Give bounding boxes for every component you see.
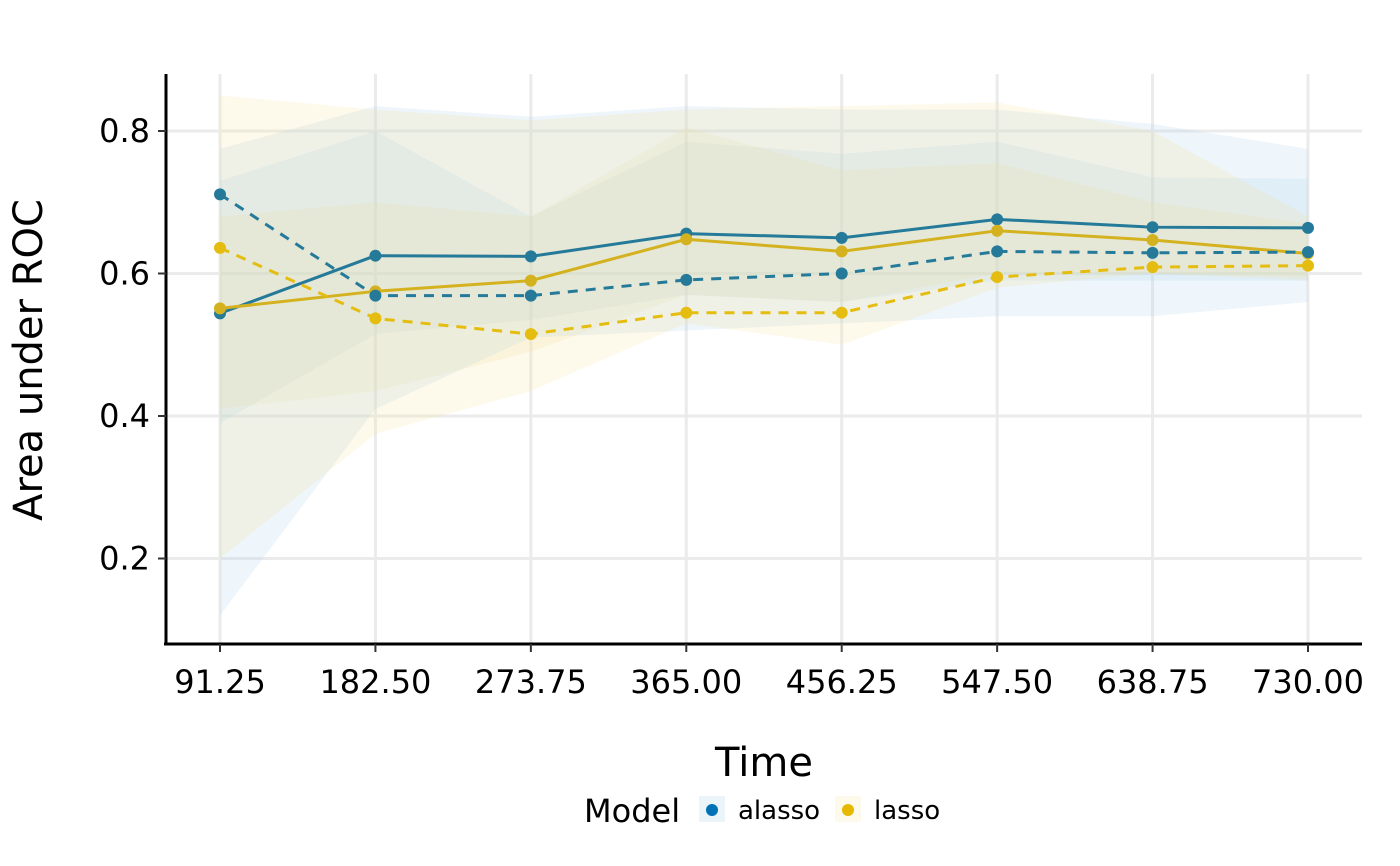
y-axis-title: Area under ROC [6, 199, 52, 521]
series-line-alasso-dashed [219, 193, 1309, 298]
series-line-alasso-solid [219, 217, 1309, 315]
x-tick-label: 365.00 [630, 663, 742, 701]
data-point-alasso [835, 231, 848, 244]
ci-band-lasso-dashed [220, 95, 1308, 559]
series-line-lasso-dashed [219, 246, 1309, 336]
data-point-lasso [835, 245, 848, 258]
x-tick-label: 91.25 [174, 663, 266, 701]
data-point-alasso [1146, 246, 1159, 259]
legend-entries: alasso lasso [699, 796, 940, 826]
grid [166, 74, 1362, 644]
data-point-alasso [369, 249, 382, 262]
x-tick-label: 456.25 [786, 663, 898, 701]
series-lines [219, 193, 1309, 336]
series-points [214, 188, 1314, 341]
legend-dot-alasso [706, 804, 718, 816]
confidence-bands [220, 95, 1308, 616]
data-point-alasso [991, 245, 1004, 258]
ci-band-alasso-solid [220, 131, 1308, 424]
legend-label-alasso: alasso [738, 796, 820, 826]
data-point-lasso [214, 241, 226, 254]
axes [164, 74, 1362, 646]
y-tick-label: 0.6 [99, 255, 150, 293]
legend-label-lasso: lasso [874, 796, 940, 826]
data-point-lasso [524, 328, 537, 341]
data-point-lasso [1146, 234, 1159, 247]
data-point-alasso [1146, 221, 1159, 234]
data-point-alasso [524, 289, 537, 302]
data-point-alasso [524, 250, 537, 263]
y-tick-label: 0.4 [99, 397, 150, 435]
data-point-alasso [835, 267, 848, 280]
legend-dot-lasso [842, 804, 854, 816]
data-point-lasso [991, 271, 1004, 284]
x-tick-label: 273.75 [475, 663, 587, 701]
data-point-alasso [1302, 246, 1314, 259]
data-point-alasso [214, 188, 226, 201]
y-tick-label: 0.2 [99, 540, 150, 578]
data-point-lasso [369, 312, 382, 325]
data-point-lasso [680, 233, 693, 246]
x-axis-title: Time [714, 740, 813, 786]
data-point-lasso [991, 224, 1004, 237]
data-point-lasso [524, 274, 537, 287]
series-line-lasso-solid [219, 229, 1309, 310]
legend-title: Model [584, 792, 680, 830]
ci-band-lasso-solid [220, 127, 1308, 409]
legend: Model alasso lasso [584, 792, 940, 830]
x-tick-label: 730.00 [1252, 663, 1364, 701]
x-tick-label: 182.50 [319, 663, 431, 701]
x-tick-label: 638.75 [1097, 663, 1209, 701]
data-point-alasso [680, 273, 693, 286]
data-point-lasso [1146, 261, 1159, 274]
x-tick-label: 547.50 [941, 663, 1053, 701]
data-point-lasso [835, 306, 848, 319]
data-point-lasso [214, 302, 226, 315]
y-tick-label: 0.8 [99, 112, 150, 150]
data-point-alasso [1302, 221, 1314, 234]
ticks: 0.2 0.4 0.6 0.8 91.25 182.50 273.75 365.00 456.2… [99, 112, 1364, 701]
data-point-lasso [680, 306, 693, 319]
data-point-alasso [991, 213, 1004, 226]
data-point-alasso [369, 289, 382, 302]
data-point-lasso [1302, 259, 1314, 272]
